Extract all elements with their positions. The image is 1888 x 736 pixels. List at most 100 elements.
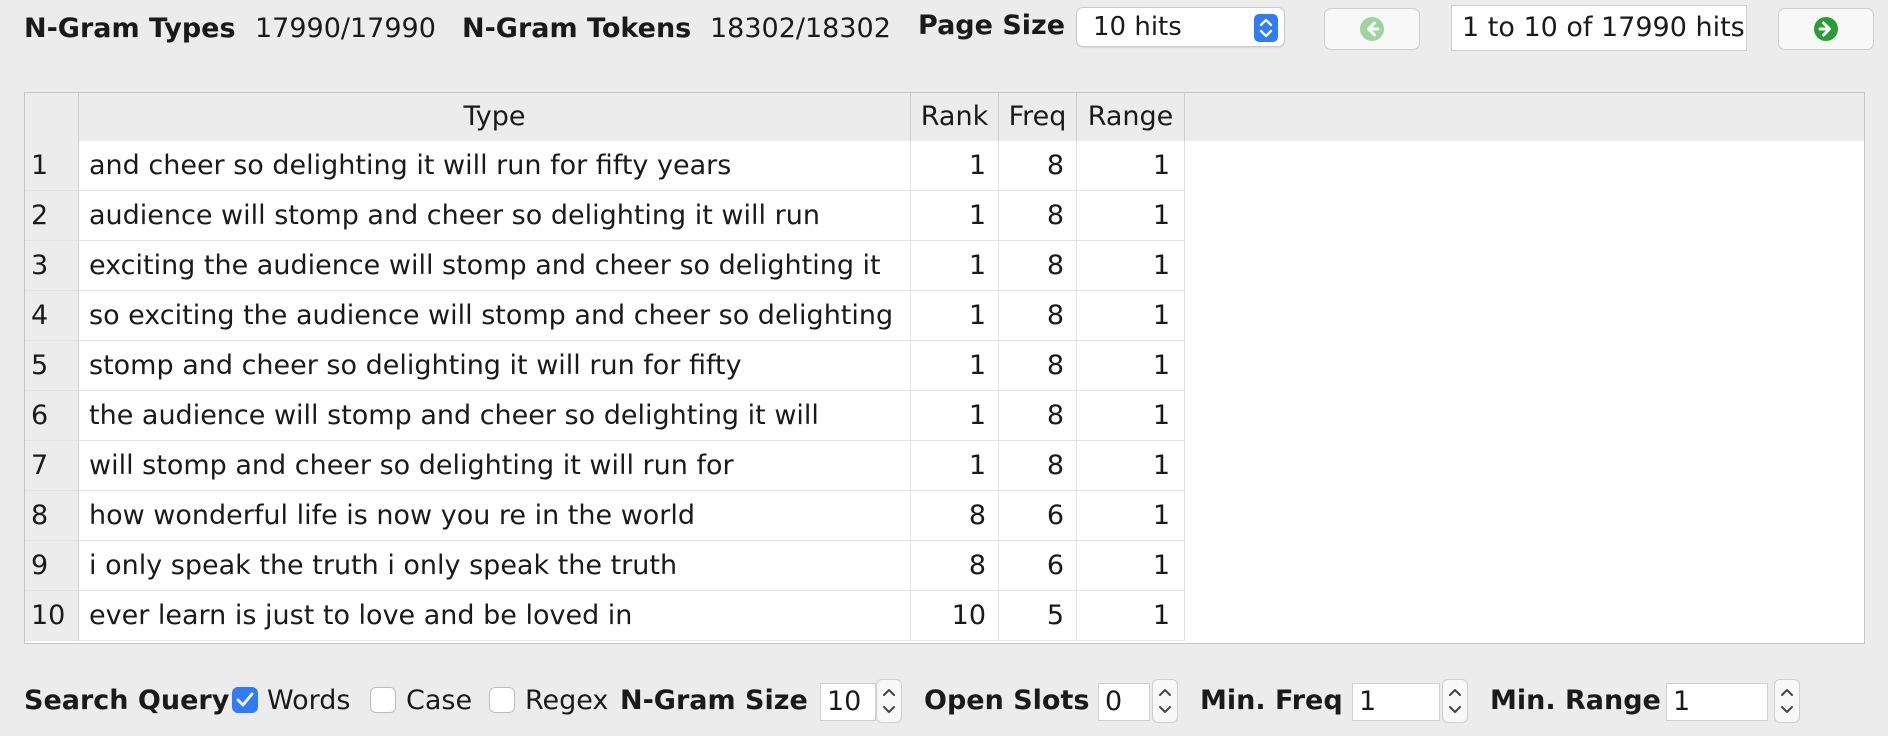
type-cell[interactable]: exciting the audience will stomp and che…: [79, 241, 911, 291]
column-header-freq[interactable]: Freq: [999, 93, 1077, 141]
rank-cell[interactable]: 1: [911, 391, 999, 441]
row-number: 7: [25, 441, 79, 491]
ngram-size-label: N-Gram Size: [620, 685, 808, 716]
ngram-tokens-value: 18302/18302: [710, 13, 891, 44]
table-row[interactable]: 4 so exciting the audience will stomp an…: [25, 291, 1185, 341]
row-number-header: [25, 93, 79, 141]
rank-cell[interactable]: 1: [911, 291, 999, 341]
column-header-range[interactable]: Range: [1077, 93, 1185, 141]
range-cell[interactable]: 1: [1077, 491, 1185, 541]
freq-cell[interactable]: 8: [999, 441, 1077, 491]
min-freq-input[interactable]: 1: [1352, 683, 1440, 721]
rank-cell[interactable]: 1: [911, 341, 999, 391]
case-checkbox[interactable]: [370, 687, 396, 713]
rank-cell[interactable]: 10: [911, 591, 999, 641]
type-cell[interactable]: will stomp and cheer so delighting it wi…: [79, 441, 911, 491]
freq-cell[interactable]: 8: [999, 241, 1077, 291]
freq-cell[interactable]: 5: [999, 591, 1077, 641]
chevron-up-down-icon[interactable]: [1254, 14, 1278, 42]
type-cell[interactable]: so exciting the audience will stomp and …: [79, 291, 911, 341]
ngram-types-label: N-Gram Types: [24, 13, 236, 44]
row-number: 8: [25, 491, 79, 541]
rank-cell[interactable]: 8: [911, 541, 999, 591]
table-row[interactable]: 7 will stomp and cheer so delighting it …: [25, 441, 1185, 491]
range-cell[interactable]: 1: [1077, 141, 1185, 191]
hits-range-field[interactable]: 1 to 10 of 17990 hits: [1451, 5, 1747, 51]
page-size-value: 10 hits: [1093, 12, 1182, 42]
top-toolbar: N-Gram Types 17990/17990 N-Gram Tokens 1…: [0, 0, 1888, 60]
open-slots-label: Open Slots: [924, 685, 1090, 716]
regex-checkbox[interactable]: [489, 687, 515, 713]
regex-label[interactable]: Regex: [525, 685, 609, 716]
previous-page-button[interactable]: [1324, 8, 1420, 50]
type-cell[interactable]: ever learn is just to love and be loved …: [79, 591, 911, 641]
min-freq-stepper[interactable]: [1442, 679, 1468, 723]
ngram-size-input[interactable]: 10: [820, 683, 876, 721]
range-cell[interactable]: 1: [1077, 241, 1185, 291]
table-row[interactable]: 8 how wonderful life is now you re in th…: [25, 491, 1185, 541]
ngram-results-table[interactable]: Type Rank Freq Range 1 and cheer so deli…: [24, 92, 1865, 644]
open-slots-input[interactable]: 0: [1098, 683, 1150, 721]
next-page-button[interactable]: [1778, 8, 1874, 50]
chevron-up-down-icon: [883, 689, 895, 713]
rank-cell[interactable]: 1: [911, 241, 999, 291]
rank-cell[interactable]: 8: [911, 491, 999, 541]
range-cell[interactable]: 1: [1077, 591, 1185, 641]
search-query-label: Search Query: [24, 685, 230, 716]
freq-cell[interactable]: 8: [999, 391, 1077, 441]
type-cell[interactable]: how wonderful life is now you re in the …: [79, 491, 911, 541]
case-label[interactable]: Case: [406, 685, 473, 716]
freq-cell[interactable]: 6: [999, 541, 1077, 591]
row-number: 10: [25, 591, 79, 641]
column-header-rank[interactable]: Rank: [911, 93, 999, 141]
range-cell[interactable]: 1: [1077, 341, 1185, 391]
rank-cell[interactable]: 1: [911, 141, 999, 191]
row-number: 2: [25, 191, 79, 241]
freq-cell[interactable]: 8: [999, 291, 1077, 341]
table-row[interactable]: 6 the audience will stomp and cheer so d…: [25, 391, 1185, 441]
rank-cell[interactable]: 1: [911, 441, 999, 491]
ngram-types-value: 17990/17990: [255, 13, 436, 44]
chevron-up-down-icon: [1159, 689, 1171, 713]
table-row[interactable]: 3 exciting the audience will stomp and c…: [25, 241, 1185, 291]
page-size-label: Page Size: [918, 10, 1066, 41]
freq-cell[interactable]: 8: [999, 191, 1077, 241]
range-cell[interactable]: 1: [1077, 441, 1185, 491]
min-range-input[interactable]: 1: [1666, 683, 1768, 721]
column-header-type[interactable]: Type: [79, 93, 911, 141]
range-cell[interactable]: 1: [1077, 541, 1185, 591]
table-header: Type Rank Freq Range: [25, 93, 1864, 141]
rank-cell[interactable]: 1: [911, 191, 999, 241]
freq-cell[interactable]: 8: [999, 341, 1077, 391]
type-cell[interactable]: the audience will stomp and cheer so del…: [79, 391, 911, 441]
range-cell[interactable]: 1: [1077, 191, 1185, 241]
row-number: 3: [25, 241, 79, 291]
min-range-stepper[interactable]: [1774, 679, 1800, 723]
checkmark-icon: [236, 692, 254, 707]
table-row[interactable]: 10 ever learn is just to love and be lov…: [25, 591, 1185, 641]
words-checkbox[interactable]: [232, 687, 258, 713]
chevron-up-down-icon: [1449, 689, 1461, 713]
ngram-size-stepper[interactable]: [876, 679, 902, 723]
arrow-right-circle-icon: [1814, 17, 1838, 41]
table-row[interactable]: 1 and cheer so delighting it will run fo…: [25, 141, 1185, 191]
table-row[interactable]: 2 audience will stomp and cheer so delig…: [25, 191, 1185, 241]
table-row[interactable]: 5 stomp and cheer so delighting it will …: [25, 341, 1185, 391]
type-cell[interactable]: audience will stomp and cheer so delight…: [79, 191, 911, 241]
type-cell[interactable]: stomp and cheer so delighting it will ru…: [79, 341, 911, 391]
table-row[interactable]: 9 i only speak the truth i only speak th…: [25, 541, 1185, 591]
row-number: 1: [25, 141, 79, 191]
open-slots-stepper[interactable]: [1152, 679, 1178, 723]
type-cell[interactable]: i only speak the truth i only speak the …: [79, 541, 911, 591]
chevron-up-down-icon: [1781, 689, 1793, 713]
page-size-select[interactable]: 10 hits: [1076, 7, 1285, 47]
freq-cell[interactable]: 6: [999, 491, 1077, 541]
type-cell[interactable]: and cheer so delighting it will run for …: [79, 141, 911, 191]
row-number: 5: [25, 341, 79, 391]
words-label[interactable]: Words: [267, 685, 351, 716]
row-number: 9: [25, 541, 79, 591]
freq-cell[interactable]: 8: [999, 141, 1077, 191]
range-cell[interactable]: 1: [1077, 391, 1185, 441]
range-cell[interactable]: 1: [1077, 291, 1185, 341]
ngram-tokens-label: N-Gram Tokens: [462, 13, 692, 44]
